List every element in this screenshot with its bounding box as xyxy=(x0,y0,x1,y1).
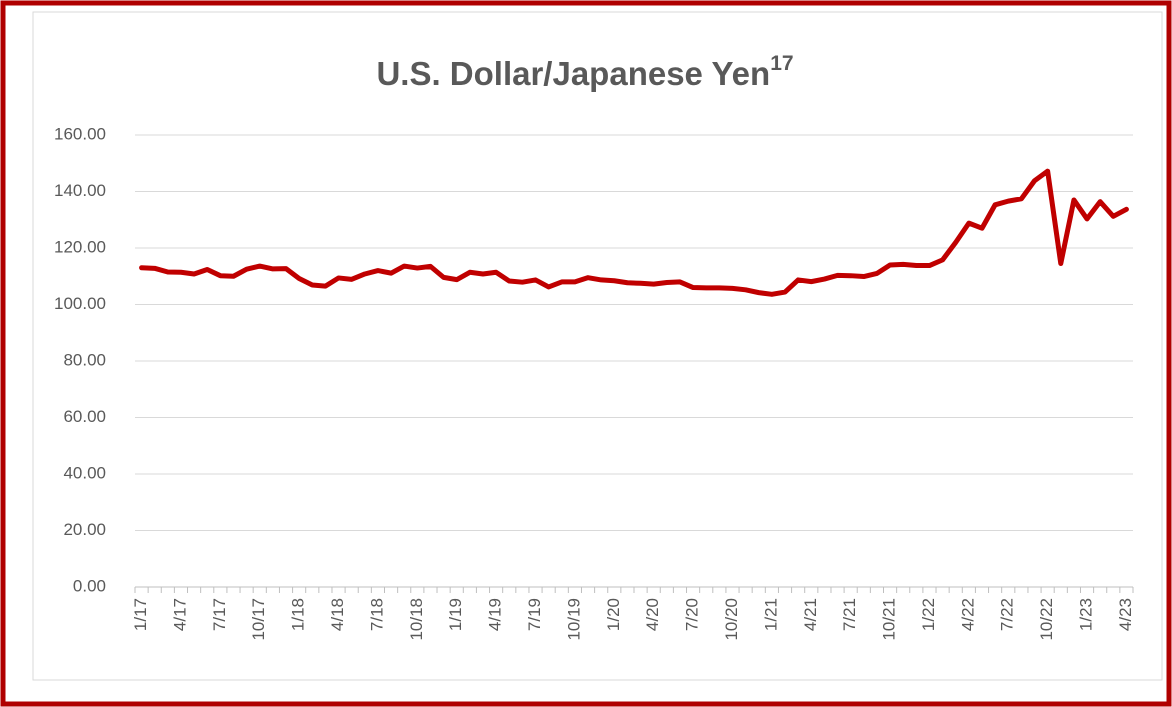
x-tick-label: 10/17 xyxy=(249,598,268,641)
x-tick-label: 10/19 xyxy=(564,598,583,641)
y-tick-label: 140.00 xyxy=(54,181,106,200)
x-tick-label: 7/18 xyxy=(367,598,386,631)
x-tick-label: 10/21 xyxy=(880,598,899,641)
x-tick-label: 4/17 xyxy=(170,598,189,631)
y-tick-label: 0.00 xyxy=(73,576,106,595)
x-tick-label: 4/18 xyxy=(328,598,347,631)
x-tick-label: 7/22 xyxy=(998,598,1017,631)
x-tick-label: 4/20 xyxy=(643,598,662,631)
x-tick-label: 10/18 xyxy=(407,598,426,641)
y-tick-label: 80.00 xyxy=(63,350,106,369)
x-tick-label: 1/18 xyxy=(289,598,308,631)
x-tick-label: 4/23 xyxy=(1116,598,1135,631)
y-tick-label: 40.00 xyxy=(63,463,106,482)
title-text: U.S. Dollar/Japanese Yen xyxy=(376,55,770,92)
x-tick-label: 1/20 xyxy=(604,598,623,631)
x-tick-label: 4/19 xyxy=(486,598,505,631)
y-tick-label: 60.00 xyxy=(63,407,106,426)
y-tick-label: 100.00 xyxy=(54,294,106,313)
x-tick-label: 1/22 xyxy=(919,598,938,631)
x-tick-label: 10/20 xyxy=(722,598,741,641)
y-tick-label: 160.00 xyxy=(54,124,106,143)
chart-area xyxy=(32,11,1163,681)
x-tick-label: 1/23 xyxy=(1077,598,1096,631)
x-tick-label: 7/21 xyxy=(840,598,859,631)
y-tick-label: 120.00 xyxy=(54,237,106,256)
x-tick-label: 7/17 xyxy=(210,598,229,631)
x-tick-label: 7/19 xyxy=(525,598,544,631)
series-line xyxy=(139,168,1129,297)
x-tick-label: 7/20 xyxy=(683,598,702,631)
x-tick-label: 1/19 xyxy=(446,598,465,631)
title-superscript: 17 xyxy=(770,52,793,75)
x-tick-label: 4/21 xyxy=(801,598,820,631)
x-tick-label: 10/22 xyxy=(1037,598,1056,641)
y-tick-label: 20.00 xyxy=(63,520,106,539)
x-tick-label: 4/22 xyxy=(958,598,977,631)
x-tick-label: 1/21 xyxy=(761,598,780,631)
chart-title: U.S. Dollar/Japanese Yen17 xyxy=(376,52,793,92)
x-tick-label: 1/17 xyxy=(131,598,150,631)
